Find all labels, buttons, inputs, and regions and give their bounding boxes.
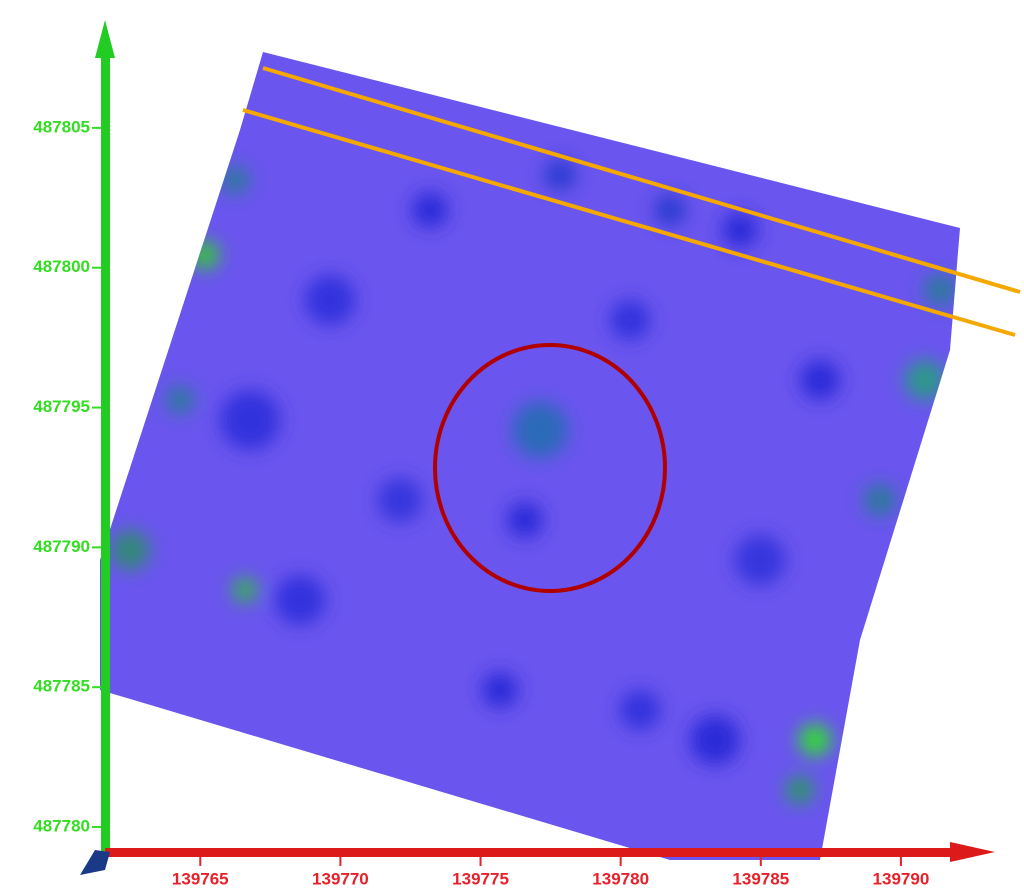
origin-icon — [80, 850, 110, 875]
page: 139765 139770 139775 139780 139785 139790 4877… — [0, 0, 1024, 894]
y-tick-label: 487805 — [33, 117, 90, 136]
y-tick-label: 487780 — [33, 817, 90, 836]
y-tick-label: 487795 — [33, 397, 90, 416]
x-tick-label: 139765 — [172, 869, 229, 888]
y-tick-label: 487785 — [33, 677, 90, 696]
survey-raster — [90, 40, 970, 870]
y-axis — [101, 50, 110, 855]
x-axis-arrow — [950, 842, 995, 862]
x-tick-label: 139775 — [452, 869, 509, 888]
x-tick-label: 139780 — [592, 869, 649, 888]
x-tick-label: 139785 — [732, 869, 789, 888]
y-tick-label: 487790 — [33, 537, 90, 556]
y-tick-label: 487800 — [33, 257, 90, 276]
y-axis-arrow — [95, 20, 115, 58]
chart: 139765 139770 139775 139780 139785 139790 4877… — [0, 0, 1024, 894]
x-tick-label: 139770 — [312, 869, 369, 888]
x-tick-label: 139790 — [873, 869, 930, 888]
x-axis — [105, 848, 955, 857]
